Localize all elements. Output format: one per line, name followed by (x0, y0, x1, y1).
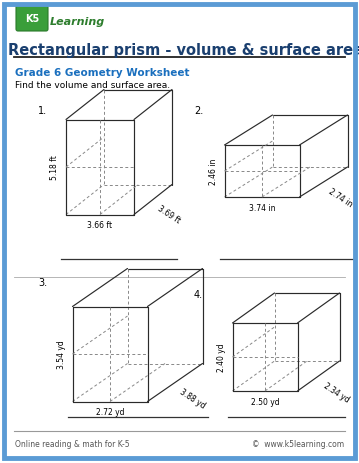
Text: 5.18 ft: 5.18 ft (50, 155, 59, 180)
Text: 3.54 yd: 3.54 yd (56, 340, 65, 369)
Text: 3.88 yd: 3.88 yd (178, 387, 207, 410)
Text: 3.69 ft: 3.69 ft (156, 204, 182, 225)
Text: 2.74 in: 2.74 in (326, 187, 354, 208)
Text: ©  www.k5learning.com: © www.k5learning.com (252, 439, 344, 448)
Text: Rectangular prism - volume & surface area: Rectangular prism - volume & surface are… (9, 43, 359, 57)
Text: 2.50 yd: 2.50 yd (251, 397, 279, 406)
Text: Online reading & math for K-5: Online reading & math for K-5 (15, 439, 130, 448)
Text: Find the volume and surface area.: Find the volume and surface area. (15, 81, 170, 90)
Text: 2.72 yd: 2.72 yd (96, 407, 124, 417)
Text: 4.: 4. (194, 289, 203, 300)
Text: Learning: Learning (50, 17, 105, 27)
Text: 3.: 3. (38, 277, 47, 288)
Text: K5: K5 (25, 14, 39, 24)
Text: Grade 6 Geometry Worksheet: Grade 6 Geometry Worksheet (15, 68, 190, 78)
Text: 2.46 in: 2.46 in (209, 158, 218, 185)
Text: 1.: 1. (38, 106, 47, 116)
Text: 2.40 yd: 2.40 yd (216, 343, 225, 371)
Text: 2.34 yd: 2.34 yd (322, 380, 350, 403)
Text: 3.74 in: 3.74 in (249, 204, 275, 213)
FancyBboxPatch shape (16, 6, 48, 32)
Text: 2.: 2. (194, 106, 203, 116)
Text: 3.66 ft: 3.66 ft (88, 221, 113, 230)
